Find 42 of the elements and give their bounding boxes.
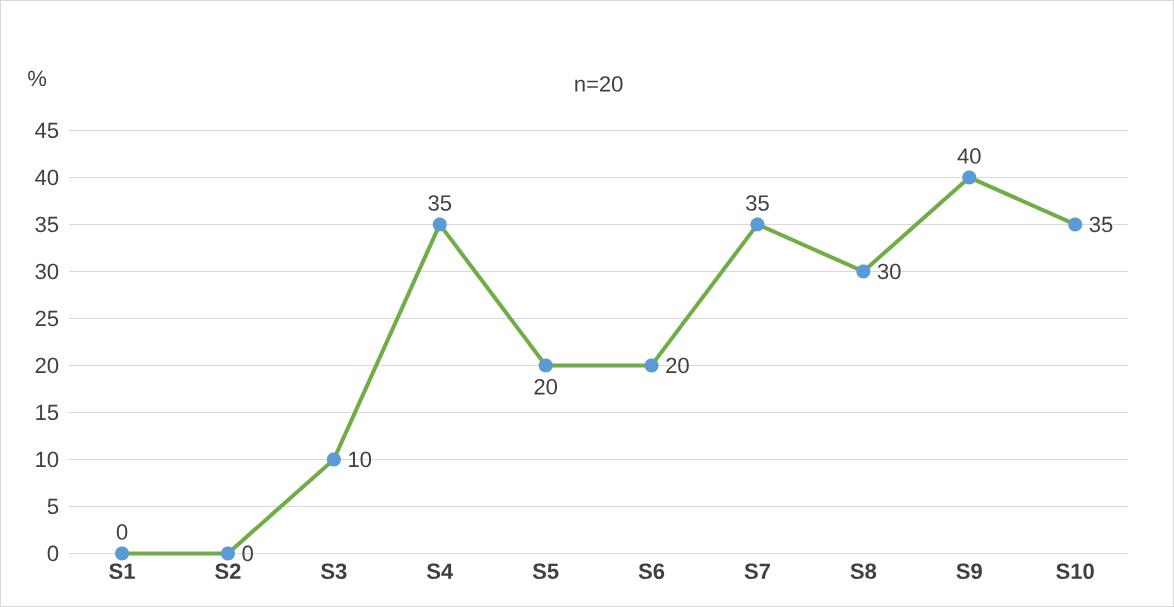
point xyxy=(326,452,341,467)
data-label: 20 xyxy=(534,379,558,395)
x-tick-label: S1 xyxy=(109,563,135,580)
y-tick-label: 0 xyxy=(47,545,59,562)
data-label: 0 xyxy=(116,524,128,540)
y-tick-label: 5 xyxy=(47,498,59,515)
x-tick-label: S10 xyxy=(1056,563,1094,580)
x-tick-label: S4 xyxy=(426,563,454,580)
y-tick-label: 35 xyxy=(35,216,59,233)
point xyxy=(538,358,553,373)
x-tick-label: S2 xyxy=(215,563,241,580)
data-label: 10 xyxy=(349,451,372,468)
x-tick-label: S7 xyxy=(744,563,770,580)
point xyxy=(115,546,130,561)
data-label: 35 xyxy=(428,195,452,211)
point xyxy=(962,170,977,185)
data-label: 35 xyxy=(1089,216,1113,233)
point xyxy=(644,358,659,373)
y-tick-label: 25 xyxy=(35,310,59,327)
y-axis-title: % xyxy=(28,70,47,87)
y-tick-label: 45 xyxy=(35,122,59,139)
data-label: 0 xyxy=(242,545,253,562)
y-tick-label: 40 xyxy=(35,169,59,186)
y-tick-label: 15 xyxy=(36,404,59,421)
point xyxy=(856,264,871,279)
x-tick-label: S6 xyxy=(638,563,665,580)
point xyxy=(432,217,447,232)
y-tick-label: 30 xyxy=(35,263,59,280)
point xyxy=(220,546,235,561)
chart-title: n=20 xyxy=(575,76,623,92)
x-tick-label: S5 xyxy=(532,563,559,580)
data-label: 40 xyxy=(957,148,981,164)
point xyxy=(1068,217,1083,232)
data-label: 30 xyxy=(877,263,901,280)
x-tick-label: S9 xyxy=(956,563,982,580)
data-label: 20 xyxy=(666,357,689,374)
x-tick-label: S8 xyxy=(850,563,877,580)
point xyxy=(750,217,765,232)
x-tick-label: S3 xyxy=(321,563,347,580)
y-tick-label: 20 xyxy=(35,357,59,374)
data-label: 35 xyxy=(746,195,769,211)
y-tick-label: 10 xyxy=(36,451,59,468)
